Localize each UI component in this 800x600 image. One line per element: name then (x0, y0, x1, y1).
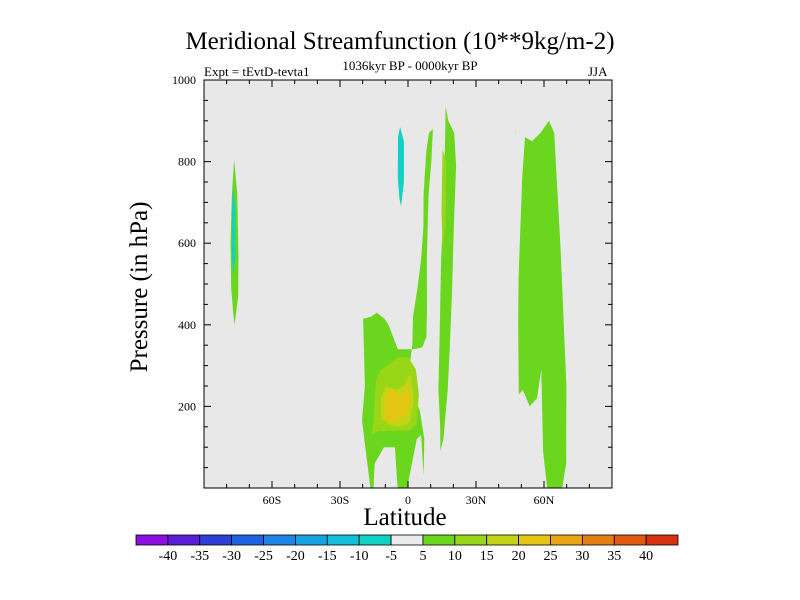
contour-region-7 (438, 106, 457, 452)
colorbar-box (613, 534, 647, 546)
colorbar-label: 25 (543, 549, 557, 564)
y-tick-label: 800 (178, 155, 196, 169)
colorbar-label: 35 (607, 549, 621, 564)
colorbar-box (581, 534, 615, 546)
x-tick-label: 30N (466, 493, 487, 507)
colorbar-box (550, 534, 583, 546)
colorbar-box (390, 534, 424, 546)
colorbar-label: -25 (254, 549, 273, 564)
colorbar-box (486, 534, 519, 546)
y-tick-label: 600 (178, 236, 196, 250)
colorbar-box (422, 534, 456, 546)
colorbar-label: 40 (639, 549, 653, 564)
colorbar-box (358, 534, 392, 546)
colorbar-box (263, 534, 296, 546)
colorbar-box (518, 534, 551, 546)
period-label: 1036kyr BP - 0000kyr BP (342, 58, 478, 73)
colorbar-box (295, 534, 328, 546)
x-tick-label: 60N (534, 493, 555, 507)
chart-title: Meridional Streamfunction (10**9kg/m-2) (185, 28, 615, 55)
colorbar-label: 15 (480, 549, 494, 564)
contour-region-8 (441, 149, 447, 252)
contour-region-9 (518, 120, 567, 489)
x-tick-label: 30S (331, 493, 350, 507)
colorbar-label: -15 (318, 549, 337, 564)
colorbar: -40 -35 -30 -25 -20 -15 -10 -5 5 10 15 20 25 30 35 40 (135, 534, 679, 564)
y-tick-label: 400 (178, 318, 196, 332)
x-axis-label: Latitude (363, 504, 447, 531)
season-label: JJA (588, 64, 608, 79)
experiment-label: Expt = tEvtD-tevta1 (204, 64, 310, 79)
colorbar-label: -35 (190, 549, 209, 564)
colorbar-label: 5 (419, 549, 426, 564)
colorbar-label: -30 (222, 549, 241, 564)
colorbar-box (167, 534, 201, 546)
contour-region-10 (515, 129, 516, 138)
x-tick-label: 60S (263, 493, 282, 507)
contour-region-6 (384, 388, 411, 423)
y-tick-label: 200 (178, 399, 196, 413)
contour-fields (230, 106, 567, 489)
x-tick-label: 0 (405, 493, 411, 507)
colorbar-label: -10 (350, 549, 369, 564)
colorbar-label: 30 (575, 549, 589, 564)
y-axis-ticks: 200 400 600 800 1000 (172, 73, 612, 469)
colorbar-label: -5 (385, 549, 397, 564)
colorbar-box (326, 534, 360, 546)
colorbar-box (454, 534, 488, 546)
colorbar-box (199, 534, 233, 546)
colorbar-label: 20 (512, 549, 526, 564)
colorbar-box (645, 534, 679, 546)
contour-region-2 (397, 126, 404, 207)
colorbar-label: -40 (159, 549, 178, 564)
y-tick-label: 1000 (172, 73, 196, 87)
colorbar-box (135, 534, 169, 546)
colorbar-label: 10 (448, 549, 462, 564)
colorbar-label: -20 (286, 549, 305, 564)
x-axis-ticks: 60S 30S 0 30N 60N (226, 80, 590, 507)
contour-region-1 (231, 186, 236, 276)
colorbar-box (231, 534, 264, 546)
